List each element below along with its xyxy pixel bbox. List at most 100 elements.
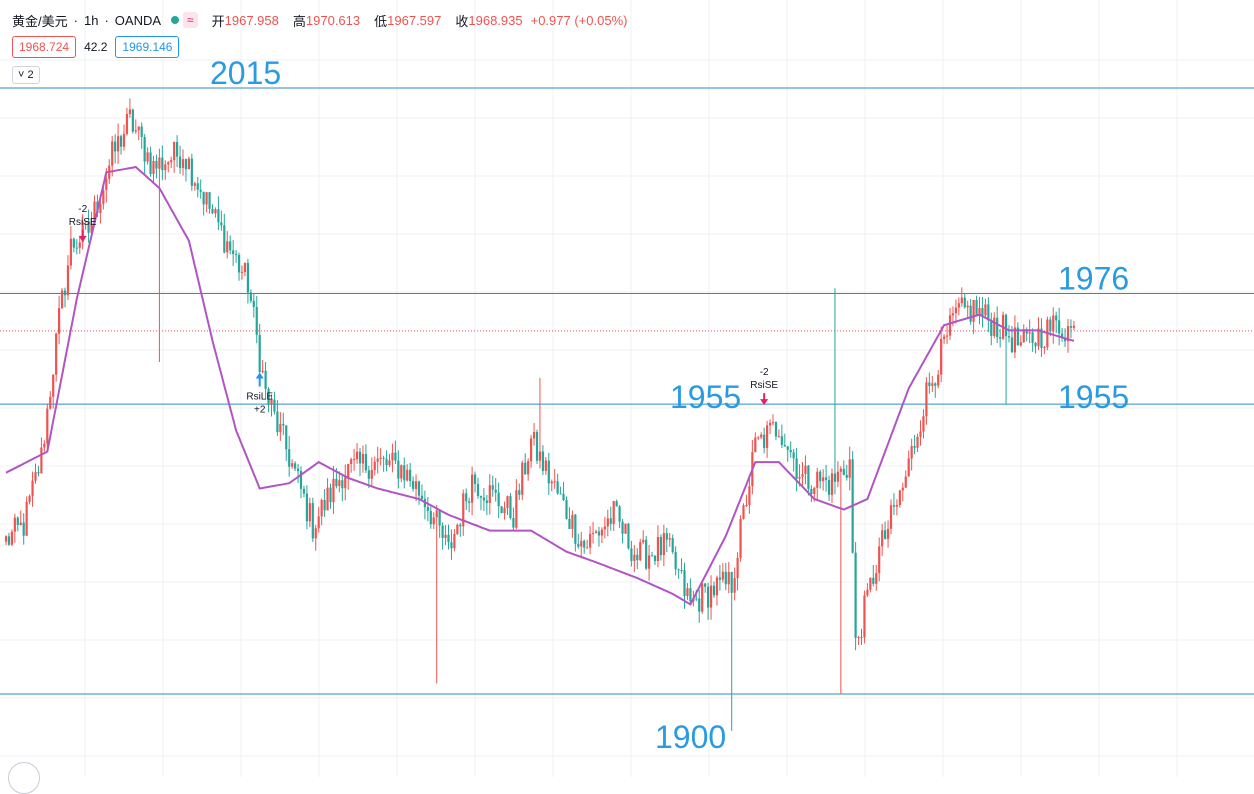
candle-body [884, 530, 887, 539]
candle-body [7, 536, 11, 545]
signal-value: +2 [254, 405, 266, 416]
candle-body [816, 471, 819, 488]
candle-body [462, 493, 465, 527]
candle-body [117, 136, 120, 152]
candle-body [701, 583, 704, 612]
candle-body [712, 585, 716, 596]
candle-body [60, 290, 64, 309]
candle-body [795, 458, 798, 479]
candle-body [524, 462, 527, 475]
candle-body [689, 588, 692, 602]
candle-body [264, 370, 267, 389]
candle-body [19, 522, 22, 525]
candle-body [1004, 314, 1008, 337]
candle-body [1028, 332, 1031, 334]
wave-icon[interactable]: ≈ [183, 12, 198, 28]
candle-body [937, 374, 940, 386]
candle-body [146, 152, 149, 162]
candle-body [748, 486, 751, 506]
candle-body [52, 374, 55, 397]
candle-body [488, 485, 491, 504]
candle-body [872, 577, 875, 584]
candle-body [479, 495, 483, 498]
price-chart[interactable]: -2 RsiSE RsiLE +2 -2 RsiSE 2015 1976 1955 1955 19… [0, 0, 1254, 777]
candle-body [311, 503, 314, 539]
candle-body [282, 423, 285, 426]
ask-price-box[interactable]: 1969.146 [115, 36, 180, 58]
candle-body [420, 495, 424, 499]
candle-body [768, 422, 772, 426]
candle-body [131, 109, 134, 132]
candle-body [391, 452, 394, 461]
candle-body [465, 493, 468, 502]
candle-body [220, 222, 223, 226]
candle-body [69, 238, 72, 266]
scroll-corner-button[interactable] [8, 762, 40, 794]
candle-body [400, 465, 403, 479]
candles [4, 98, 1075, 731]
candle-body [288, 449, 291, 467]
candle-body [777, 436, 780, 438]
candle-body [367, 470, 370, 479]
candle-body [798, 476, 801, 479]
candle-body [4, 536, 8, 542]
data-source[interactable]: OANDA [114, 12, 162, 28]
sell-arrow-head [760, 399, 769, 406]
candle-body [925, 382, 928, 417]
candle-body [562, 493, 565, 501]
candle-body [819, 471, 822, 482]
strategy-signals: -2 RsiSE RsiLE +2 -2 RsiSE [69, 204, 779, 416]
candle-body [825, 477, 828, 480]
candle-body [594, 531, 598, 533]
candle-body [84, 221, 87, 223]
candle-body [459, 524, 462, 527]
candle-body [58, 308, 61, 334]
candle-body [205, 192, 208, 205]
candle-body [792, 452, 795, 459]
candle-body [919, 431, 922, 437]
price-box-row: 1968.724 42.2 1969.146 [12, 36, 180, 58]
candle-body [945, 335, 949, 337]
candle-body [892, 505, 896, 507]
candle-body [630, 548, 633, 561]
candle-body [302, 488, 306, 494]
candle-body [857, 637, 860, 639]
candle-body [695, 598, 698, 600]
candle-body [1055, 315, 1058, 321]
signal-label: RsiSE [69, 217, 97, 228]
candle-body [31, 480, 34, 496]
candle-body [137, 126, 140, 131]
bid-price-box[interactable]: 1968.724 [12, 36, 77, 58]
candle-body [78, 242, 81, 248]
candle-body [99, 204, 102, 213]
candle-body [886, 528, 890, 539]
candle-body [167, 162, 170, 165]
moving-average-line [5, 165, 1075, 606]
level-label: 1955 [670, 379, 741, 415]
collapse-indicators-button[interactable]: ˅ 2 [12, 66, 40, 84]
candle-body [111, 141, 114, 166]
symbol-name[interactable]: 黄金/美元 [12, 13, 68, 29]
candle-body [715, 577, 719, 596]
candle-body [370, 469, 373, 479]
candle-body [246, 262, 249, 293]
candle-body [143, 136, 146, 162]
candle-body [848, 459, 851, 478]
candle-body [766, 425, 769, 448]
spread-value: 42.2 [84, 40, 108, 54]
candle-body [845, 474, 848, 478]
candle-body [565, 500, 568, 519]
candle-body [727, 571, 730, 585]
candle-body [1010, 337, 1014, 353]
candle-body [739, 519, 742, 558]
candle-body [934, 383, 937, 386]
candle-body [591, 532, 595, 534]
candle-body [429, 510, 432, 525]
candle-body [742, 505, 745, 520]
candle-body [170, 160, 173, 163]
sell-arrow-head [78, 235, 87, 242]
candle-body [291, 463, 294, 467]
candle-body [515, 490, 518, 528]
interval[interactable]: 1h [83, 12, 99, 28]
candle-body [55, 333, 58, 375]
